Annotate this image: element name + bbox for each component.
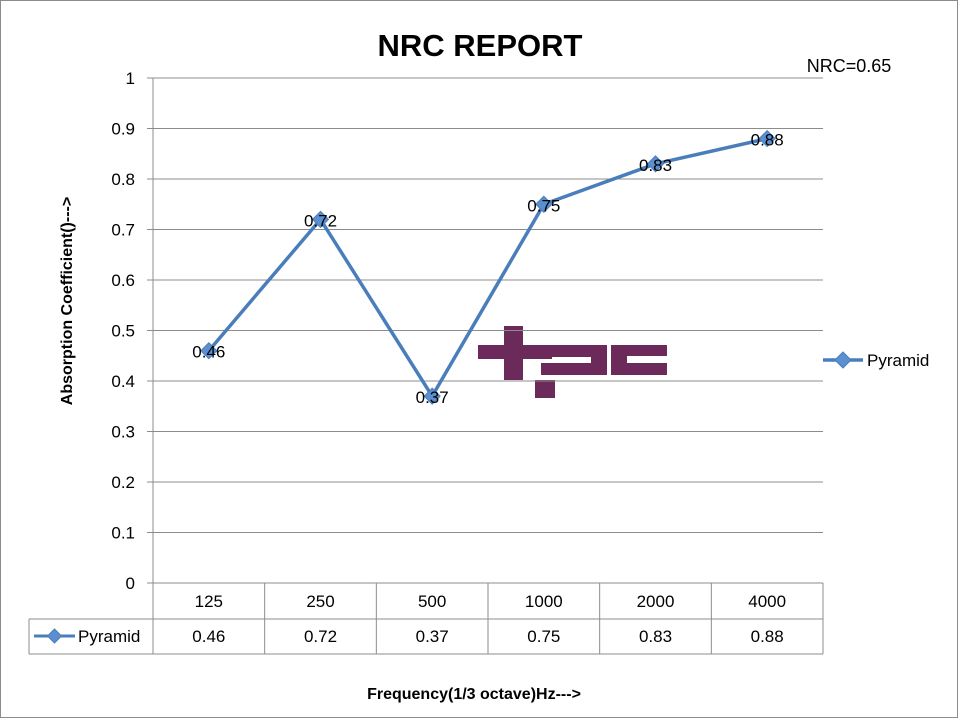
y-tick-label: 0.3 bbox=[111, 423, 135, 442]
data-label: 0.72 bbox=[304, 211, 337, 230]
data-point bbox=[200, 341, 218, 360]
table-cell-value: 0.72 bbox=[304, 627, 337, 646]
x-tick-label: 4000 bbox=[748, 592, 786, 611]
chart-title: NRC REPORT bbox=[378, 28, 583, 63]
logo-bar-c bbox=[611, 345, 667, 375]
data-label: 0.37 bbox=[416, 388, 449, 407]
logo-bar-p-stem bbox=[535, 380, 555, 398]
y-axis-ticks: 0 0.1 0.2 0.3 0.4 0.5 0.6 0.7 0.8 0.9 1 bbox=[111, 69, 153, 593]
logo-bar-t-stem bbox=[504, 326, 523, 380]
series-line bbox=[207, 136, 768, 398]
x-tick-label: 2000 bbox=[637, 592, 675, 611]
table-cell-value: 0.88 bbox=[751, 627, 784, 646]
data-point bbox=[758, 129, 776, 148]
table-cell-value: 0.83 bbox=[639, 627, 672, 646]
legend-label: Pyramid bbox=[867, 351, 929, 370]
series-pyramid bbox=[200, 129, 776, 405]
y-tick-label: 0.5 bbox=[111, 322, 135, 341]
data-point bbox=[535, 195, 553, 213]
y-tick-label: 0.1 bbox=[111, 524, 135, 543]
data-labels: 0.46 0.72 0.37 0.75 0.83 0.88 bbox=[192, 131, 783, 408]
gridlines bbox=[152, 77, 823, 584]
x-tick-label: 125 bbox=[195, 592, 223, 611]
legend: Pyramid bbox=[823, 351, 929, 370]
x-tick-label: 500 bbox=[418, 592, 446, 611]
data-label: 0.83 bbox=[639, 156, 672, 175]
table-legend-marker bbox=[46, 628, 63, 644]
x-tick-label: 250 bbox=[306, 592, 334, 611]
table-cell-value: 0.37 bbox=[416, 627, 449, 646]
data-point bbox=[311, 210, 330, 229]
tpc-logo bbox=[478, 326, 667, 398]
y-tick-label: 0.8 bbox=[111, 170, 135, 189]
table-cell-value: 0.75 bbox=[527, 627, 560, 646]
nrc-annotation: NRC=0.65 bbox=[807, 56, 892, 76]
data-label: 0.75 bbox=[527, 196, 560, 215]
logo-bar-p-bowl bbox=[541, 345, 607, 375]
data-point bbox=[646, 155, 665, 173]
legend-marker bbox=[834, 351, 852, 369]
data-label: 0.88 bbox=[751, 131, 784, 150]
table-cell-value: 0.46 bbox=[192, 627, 225, 646]
y-tick-label: 0.9 bbox=[111, 120, 135, 139]
y-tick-label: 0.6 bbox=[111, 271, 135, 290]
y-tick-label: 0.2 bbox=[111, 473, 135, 492]
table-series-name: Pyramid bbox=[78, 627, 140, 646]
data-label: 0.46 bbox=[192, 343, 225, 362]
x-axis-title: Frequency(1/3 octave)Hz---> bbox=[367, 686, 581, 703]
data-point bbox=[423, 387, 441, 405]
data-table: 125 250 500 1000 2000 4000 Pyramid 0.46 0.72 0.37… bbox=[28, 582, 824, 655]
y-tick-label: 0 bbox=[126, 574, 135, 593]
y-tick-label: 1 bbox=[126, 69, 135, 88]
x-tick-label: 1000 bbox=[525, 592, 563, 611]
y-axis-title: Absorption Coefficient()---> bbox=[59, 197, 76, 405]
y-tick-label: 0.7 bbox=[111, 221, 135, 240]
y-tick-label: 0.4 bbox=[111, 372, 135, 391]
